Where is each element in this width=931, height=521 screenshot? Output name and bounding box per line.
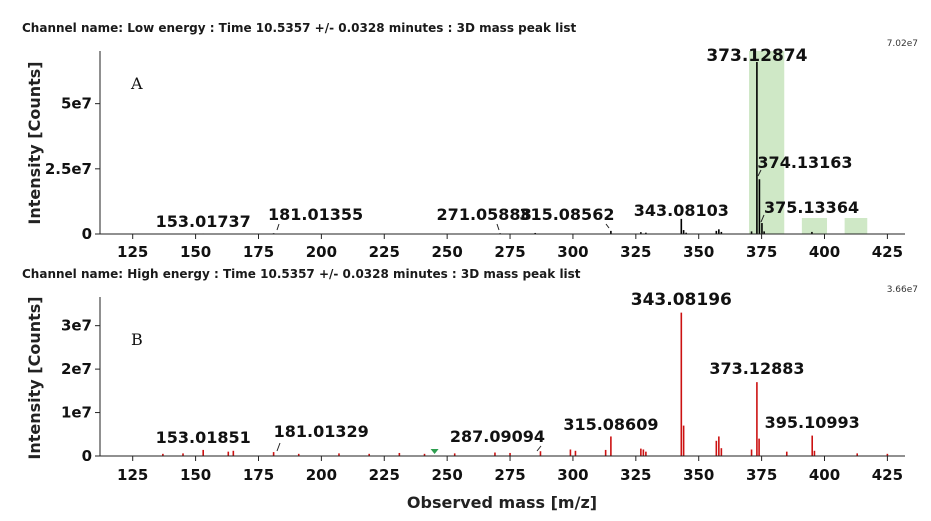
x-tick-label: 325	[620, 243, 651, 261]
panel-b-marker	[430, 449, 439, 454]
panel-a-highlight-regions	[749, 51, 868, 234]
peak-annotation: 375.13364	[764, 198, 859, 217]
peak-annotation: 181.01355	[268, 205, 363, 224]
peak-annotation: 373.12874	[706, 46, 807, 66]
panel-b: Channel name: High energy : Time 10.5357…	[22, 267, 918, 512]
panel-b-y-ticks: 0 1e7 2e7 3e7	[61, 317, 100, 465]
x-tick-label: 275	[494, 243, 525, 261]
y-tick-label: 2e7	[61, 360, 92, 378]
x-tick-label: 150	[180, 243, 211, 261]
x-tick-label: 175	[243, 243, 274, 261]
peak-annotation: 343.08103	[634, 201, 729, 220]
x-tick-label: 325	[620, 466, 651, 484]
x-tick-label: 150	[180, 466, 211, 484]
x-tick-label: 125	[117, 243, 148, 261]
peak-annotation: 271.05888	[437, 205, 532, 224]
x-tick-label: 250	[432, 466, 463, 484]
panel-a-title: Channel name: Low energy : Time 10.5357 …	[22, 21, 576, 35]
marker-triangle-icon	[430, 449, 439, 454]
annotation-leader	[496, 223, 500, 231]
panel-a-x-ticks: 125 150 175 200 225 250 275 300 325 350 375 400 425	[117, 234, 903, 261]
panel-a-label: A	[130, 74, 143, 93]
x-tick-label: 300	[557, 466, 588, 484]
x-tick-label: 125	[117, 466, 148, 484]
panel-a-max-value: 7.02e7	[887, 39, 918, 49]
x-tick-label: 375	[746, 243, 777, 261]
peak-annotation: 315.08609	[563, 415, 658, 434]
y-tick-label: 2.5e7	[45, 160, 92, 178]
peak-annotation: 395.10993	[765, 413, 860, 432]
y-tick-label: 0	[82, 225, 92, 243]
peak-annotation: 315.08562	[519, 205, 614, 224]
y-tick-label: 1e7	[61, 404, 92, 422]
panel-b-y-axis-label: Intensity [Counts]	[25, 296, 44, 459]
x-tick-label: 400	[809, 466, 840, 484]
annotation-leader	[536, 445, 542, 452]
highlight-region	[801, 218, 828, 234]
panel-b-x-ticks: 125 150 175 200 225 250 275 300 325 350 375 400 425	[117, 456, 903, 484]
x-tick-label: 375	[746, 466, 777, 484]
peak-annotation: 373.12883	[709, 359, 804, 378]
x-axis-label: Observed mass [m/z]	[407, 493, 597, 512]
x-tick-label: 200	[306, 243, 337, 261]
annotation-leader	[276, 223, 280, 231]
x-tick-label: 300	[557, 243, 588, 261]
x-tick-label: 200	[306, 466, 337, 484]
peak-annotation: 153.01737	[156, 212, 251, 231]
panel-b-peak-annotations: 153.01851 181.01329 287.09094 315.08609 343.…	[156, 290, 860, 452]
peak-annotation: 153.01851	[156, 428, 251, 447]
y-tick-label: 0	[82, 447, 92, 465]
panel-a-y-axis-label: Intensity [Counts]	[25, 61, 44, 224]
x-tick-label: 425	[872, 466, 903, 484]
x-tick-label: 400	[809, 243, 840, 261]
x-tick-label: 350	[683, 243, 714, 261]
x-tick-label: 175	[243, 466, 274, 484]
x-tick-label: 225	[369, 466, 400, 484]
annotation-leader	[757, 169, 762, 177]
peak-annotation: 343.08196	[631, 290, 732, 310]
x-tick-label: 250	[432, 243, 463, 261]
peak-annotation: 287.09094	[450, 427, 545, 446]
annotation-leader	[276, 442, 281, 452]
peak-annotation: 374.13163	[757, 153, 852, 172]
x-tick-label: 425	[872, 243, 903, 261]
x-tick-label: 225	[369, 243, 400, 261]
y-tick-label: 5e7	[61, 95, 92, 113]
x-tick-label: 275	[494, 466, 525, 484]
panel-b-label: B	[131, 330, 143, 349]
annotation-leader	[760, 214, 765, 223]
y-tick-label: 3e7	[61, 317, 92, 335]
annotation-leader	[605, 223, 610, 229]
highlight-region	[749, 51, 785, 234]
highlight-region	[844, 218, 868, 234]
panel-a-y-ticks: 0 2.5e7 5e7	[45, 95, 100, 243]
x-tick-label: 350	[683, 466, 714, 484]
peak-annotation: 181.01329	[274, 422, 369, 441]
panel-b-max-value: 3.66e7	[887, 285, 918, 295]
panel-a: Channel name: Low energy : Time 10.5357 …	[22, 21, 918, 261]
panel-b-title: Channel name: High energy : Time 10.5357…	[22, 267, 581, 281]
